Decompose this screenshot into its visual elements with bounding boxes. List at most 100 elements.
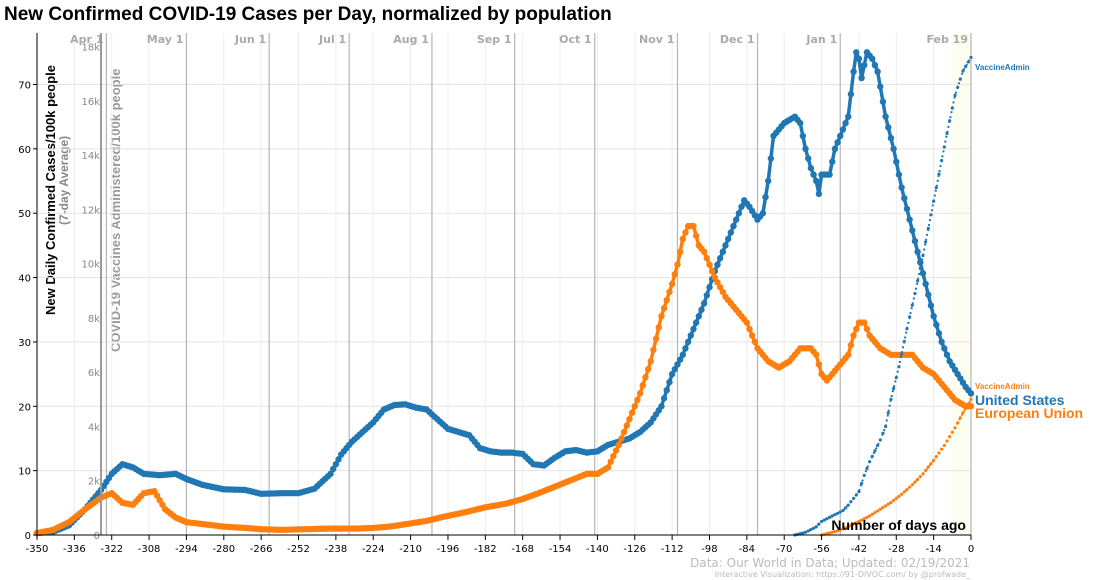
y2-tick-label: 18k [81,43,100,54]
vaccine-point [801,531,805,535]
vaccine-point [961,411,965,415]
series-point [901,194,908,202]
series-point [807,164,815,172]
series-point [903,205,911,213]
series-point [708,267,716,275]
series-point [885,124,892,131]
series-point [933,321,940,328]
series-point [676,356,684,363]
series-point [810,171,817,178]
series-line [36,50,973,535]
vaccine-point [827,531,832,535]
footer-credit: Interactive Visualization: https://91-DI… [715,570,971,579]
vaccine-point [926,465,930,469]
series-point [618,435,625,442]
vaccine-point [859,481,864,486]
vaccine-point [908,485,912,489]
vaccine-point [884,504,888,508]
vaccine-point [830,514,834,518]
vaccine-point [961,69,965,73]
vaccine-point [900,492,904,496]
month-label: Sep 1 [477,33,512,46]
x-tick-label: -70 [776,544,792,555]
series-point [847,90,855,98]
series-point [943,351,951,358]
series-point [690,222,697,230]
vaccine-point [921,253,925,258]
series-point [706,261,713,268]
series-point [746,325,753,333]
series-point [850,68,857,75]
x-tick-label: -112 [661,544,684,555]
vaccine-point [942,145,946,149]
series-point [930,312,937,320]
series-point [719,248,727,256]
y2-tick-label: 6k [88,368,100,379]
vaccine-point [953,93,957,98]
series-point [802,145,809,153]
vaccine-point [897,494,901,498]
series-point [714,261,721,268]
vaccine-point [857,489,861,494]
series-point [764,177,772,185]
series-point [797,119,804,127]
series-point [610,452,617,460]
series-point [762,193,769,201]
x-tick-label: -336 [63,544,86,555]
vaccine-point [886,411,890,415]
series-point [687,332,694,339]
vaccine-point [900,352,904,356]
vaccine-point [825,532,829,536]
vaccine-point [894,496,898,500]
series-point [660,395,668,402]
vaccine-point [958,77,962,81]
x-tick-label: -238 [325,544,348,555]
vaccine-point [825,517,829,521]
vaccine-point [870,512,874,516]
label-united-states: United States [975,392,1065,408]
vaccine-point [862,517,866,521]
y2-tick-label: 16k [81,97,100,108]
vaccine-point [894,376,898,380]
x-tick-label: -224 [362,544,385,555]
series-point [826,171,833,178]
series-point [692,232,700,239]
vaccine-point [843,526,848,530]
x-tick-label: -210 [399,544,422,555]
series-point [658,312,665,320]
series-point [682,229,689,236]
vaccine-point [916,279,920,283]
series-point [853,325,860,333]
vaccine-point [827,515,832,519]
series-point [887,134,895,142]
series-point [679,235,686,243]
series-point [919,270,927,277]
vaccine-point [830,530,834,534]
series-point [967,390,975,397]
vaccine-point [945,439,949,443]
series-point [703,292,711,299]
vaccine-point [918,266,922,270]
series-united-states [33,49,975,537]
series-point [655,324,662,331]
vaccine-point [924,468,928,473]
series-point [668,280,676,288]
vaccine-point [910,483,914,487]
vaccine-point [846,503,850,507]
month-label: May 1 [147,33,184,46]
vaccine-point [913,480,917,484]
y-tick-label: 60 [18,145,31,156]
vaccine-point [803,530,808,534]
series-point [711,274,719,281]
series-point [615,441,622,449]
series-point [850,332,857,339]
series-point [335,456,342,463]
series-point [700,300,708,307]
series-point [861,61,868,69]
series-point [909,227,916,234]
series-point [730,222,737,230]
vaccine-point [859,518,864,522]
x-tick-label: -154 [549,544,572,555]
x-tick-label: -126 [623,544,646,555]
y-tick-label: 40 [18,274,31,285]
